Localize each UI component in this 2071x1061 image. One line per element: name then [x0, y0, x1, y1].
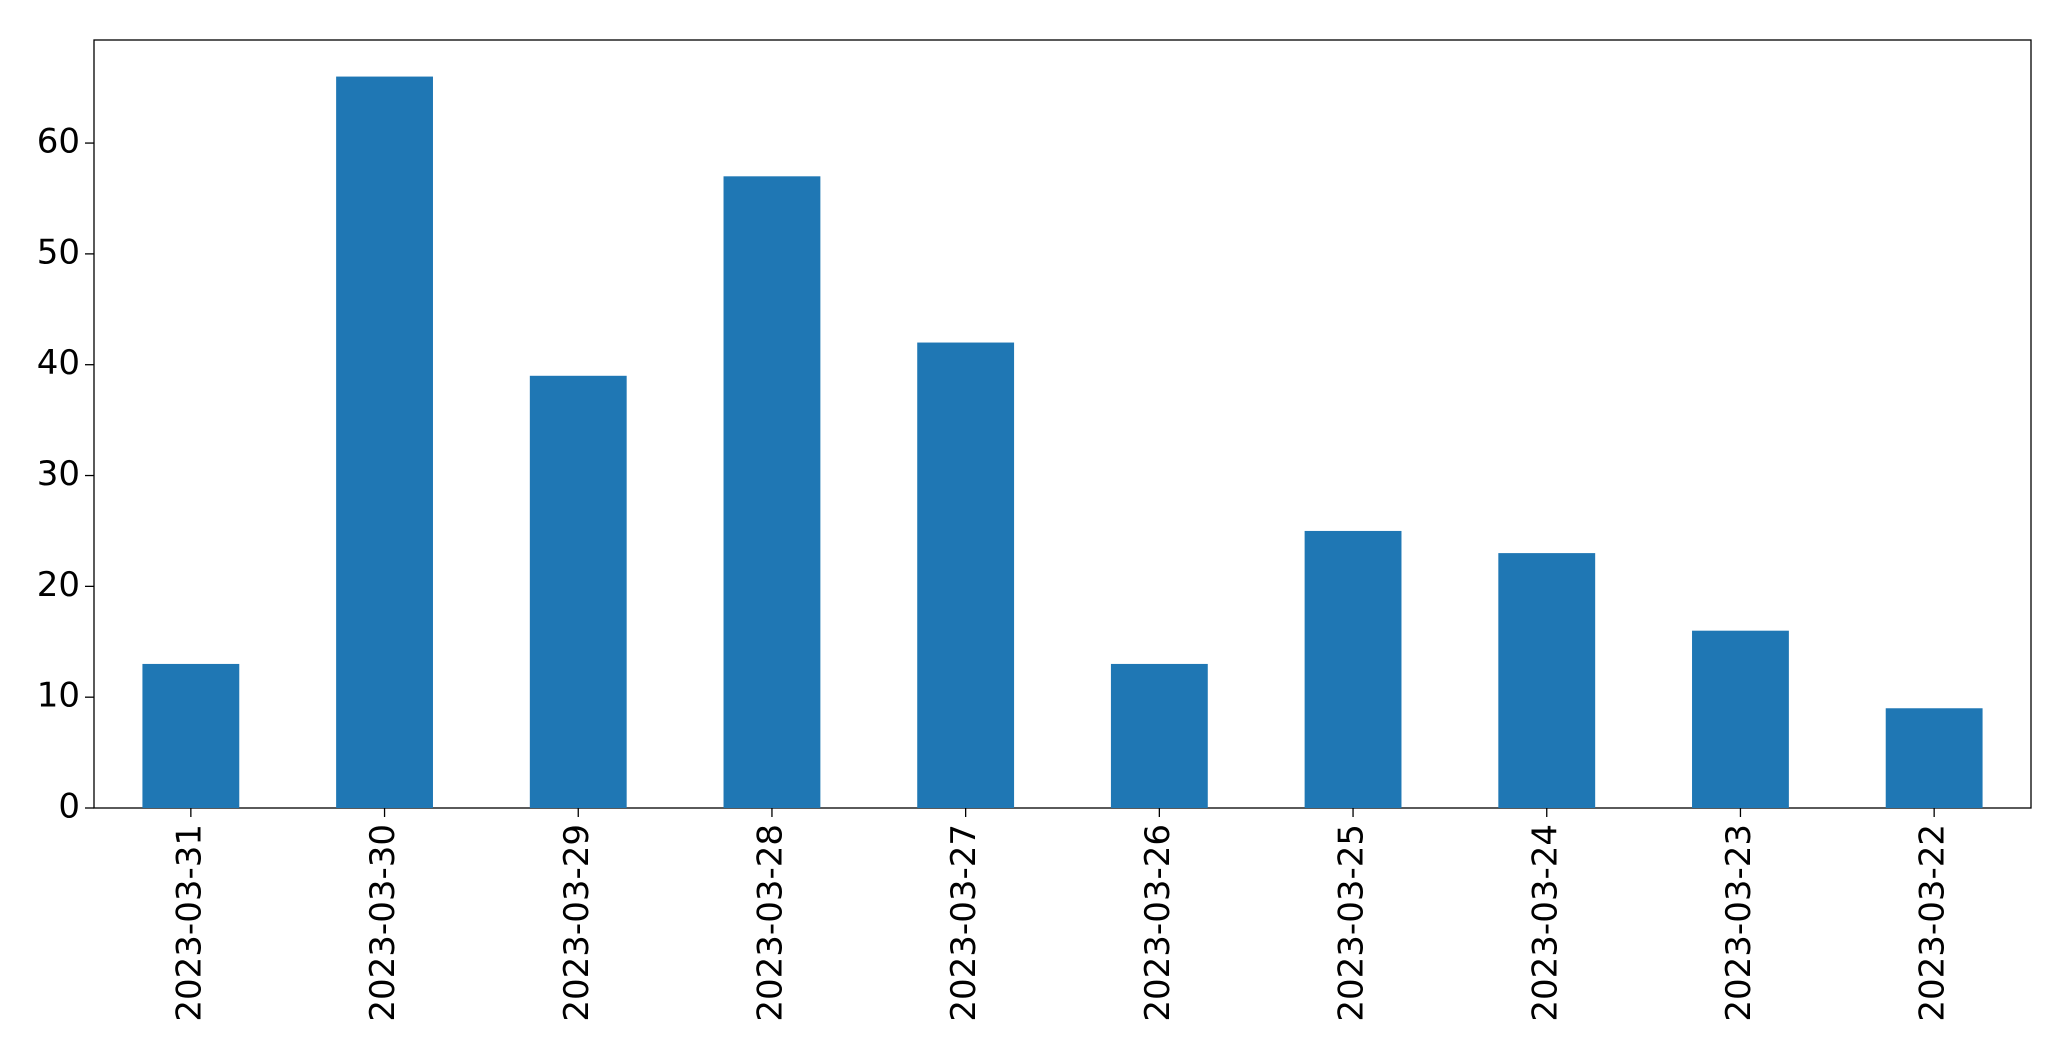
- x-tick-label: 2023-03-26: [1138, 824, 1178, 1022]
- y-tick-label: 0: [58, 787, 80, 827]
- x-tick-label: 2023-03-23: [1719, 824, 1759, 1022]
- x-tick-label: 2023-03-28: [750, 824, 790, 1022]
- bar: [336, 76, 433, 809]
- x-tick-label: 2023-03-22: [1913, 824, 1953, 1022]
- y-tick-label: 30: [37, 454, 80, 494]
- bar: [1110, 663, 1208, 808]
- bar: [1885, 708, 1983, 808]
- bar: [917, 342, 1015, 808]
- x-tick-label: 2023-03-27: [944, 824, 984, 1022]
- x-tick-label: 2023-03-29: [557, 824, 597, 1022]
- y-tick-label: 10: [37, 676, 80, 716]
- y-tick-label: 20: [37, 565, 80, 605]
- x-tick-label: 2023-03-30: [363, 824, 403, 1022]
- y-tick-label: 60: [37, 122, 80, 162]
- bar: [529, 375, 627, 808]
- y-tick-label: 50: [37, 232, 80, 272]
- y-tick-label: 40: [37, 343, 80, 383]
- x-tick-label: 2023-03-31: [169, 824, 209, 1022]
- bar: [142, 663, 240, 808]
- x-tick-label: 2023-03-25: [1332, 824, 1372, 1022]
- bar: [1692, 630, 1789, 808]
- bar: [1304, 530, 1402, 808]
- bar: [1498, 553, 1596, 808]
- plot-frame: [93, 39, 2032, 809]
- bar: [723, 176, 821, 808]
- x-tick-label: 2023-03-24: [1525, 824, 1565, 1022]
